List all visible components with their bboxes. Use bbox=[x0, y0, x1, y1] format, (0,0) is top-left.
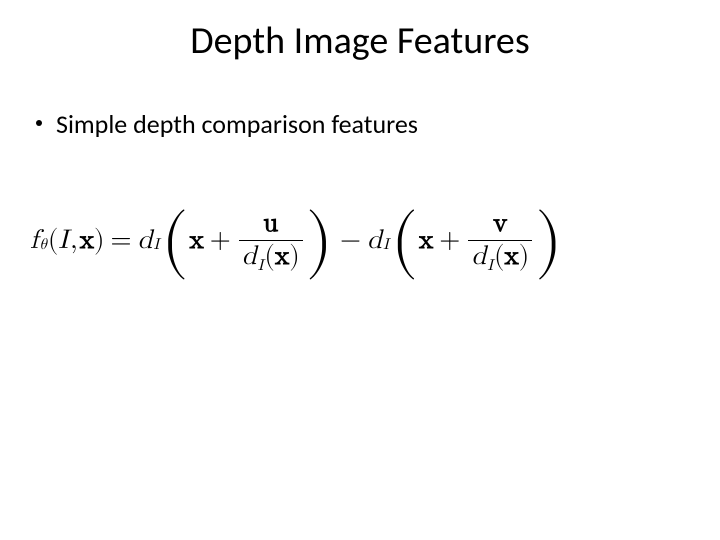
frac-num-v: v bbox=[490, 210, 510, 238]
sym-x: x bbox=[80, 227, 94, 254]
sym-lpar2: ( bbox=[264, 243, 275, 270]
sym-theta: θ bbox=[39, 238, 47, 254]
formula: fθ(I,x) = dI ( x + u dI(x) ) − dI ( x + … bbox=[30, 210, 564, 272]
sym-d4: d bbox=[471, 243, 486, 270]
frac-den-u: dI(x) bbox=[239, 243, 303, 271]
sym-minus: − bbox=[340, 227, 361, 254]
frac-num-u: u bbox=[260, 210, 281, 238]
sym-lpar3: ( bbox=[494, 243, 505, 270]
frac-bar-icon bbox=[239, 240, 303, 241]
bullet-dot-icon bbox=[36, 120, 42, 126]
sym-x4: x bbox=[419, 227, 433, 254]
bullet-item: Simple depth comparison features bbox=[36, 108, 418, 140]
sym-rpar: ) bbox=[94, 227, 105, 254]
sym-f: f bbox=[30, 227, 38, 254]
bullet-text: Simple depth comparison features bbox=[56, 108, 418, 140]
slide: Depth Image Features Simple depth compar… bbox=[0, 0, 720, 540]
slide-title: Depth Image Features bbox=[0, 18, 720, 64]
sym-comma: , bbox=[70, 227, 78, 254]
sym-eq: = bbox=[110, 227, 131, 254]
sym-plus: + bbox=[210, 227, 231, 254]
fraction-u: u dI(x) bbox=[239, 210, 303, 272]
sym-d2: d bbox=[242, 243, 257, 270]
sym-x2: x bbox=[189, 227, 203, 254]
sym-x3: x bbox=[275, 243, 289, 270]
frac-bar2-icon bbox=[468, 240, 532, 241]
sym-x5: x bbox=[505, 243, 519, 270]
sym-lpar: ( bbox=[48, 227, 59, 254]
frac-den-v: dI(x) bbox=[468, 243, 532, 271]
sym-d: d bbox=[137, 227, 152, 254]
formula-region: fθ(I,x) = dI ( x + u dI(x) ) − dI ( x + … bbox=[30, 210, 564, 272]
sym-plus2: + bbox=[439, 227, 460, 254]
sym-I-sub: I bbox=[154, 238, 160, 254]
sym-d3: d bbox=[367, 227, 382, 254]
sym-rpar2: ) bbox=[289, 243, 300, 270]
sym-rpar3: ) bbox=[519, 243, 530, 270]
sym-I: I bbox=[58, 227, 68, 254]
sym-I-sub3: I bbox=[383, 238, 389, 254]
sym-I-sub2: I bbox=[258, 258, 264, 274]
sym-I-sub4: I bbox=[487, 258, 493, 274]
fraction-v: v dI(x) bbox=[468, 210, 532, 272]
